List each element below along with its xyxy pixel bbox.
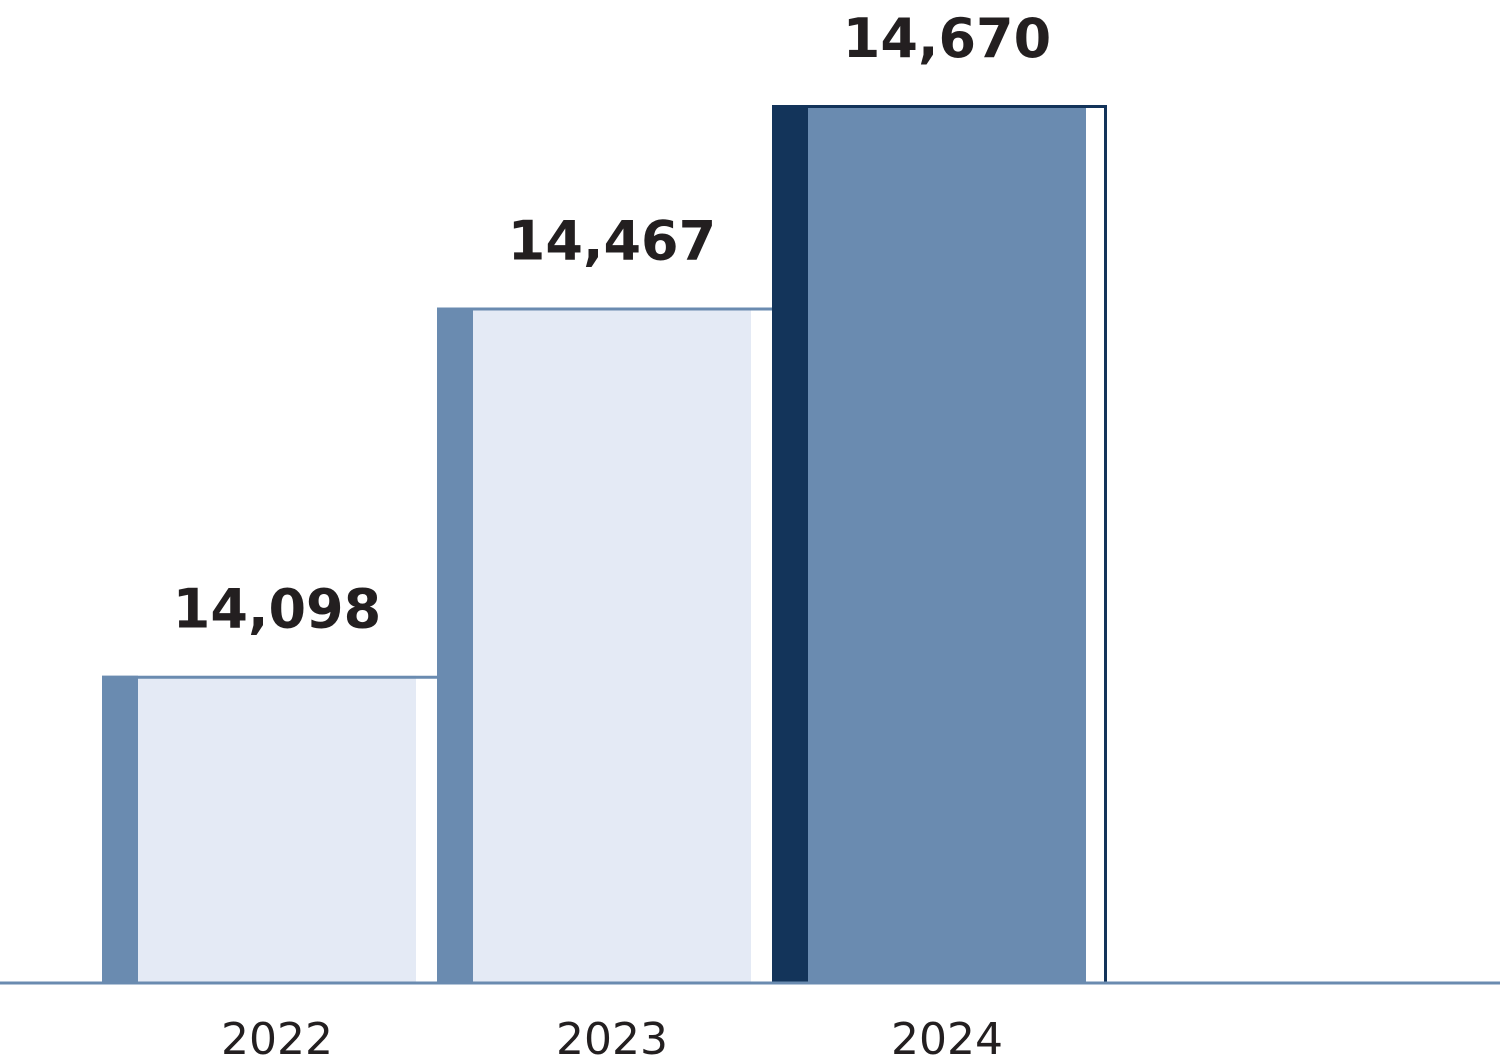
bar [138, 675, 416, 983]
value-label: 14,467 [508, 210, 716, 273]
bar-stripe [772, 105, 808, 983]
value-label: 14,670 [843, 7, 1051, 70]
x-tick-label: 2023 [556, 1014, 668, 1056]
bar-stripe [102, 675, 138, 983]
bar-stripe [437, 307, 473, 983]
x-tick-label: 2022 [221, 1014, 333, 1056]
bar [808, 105, 1086, 983]
value-label: 14,098 [173, 578, 381, 641]
x-tick-label: 2024 [891, 1014, 1003, 1056]
bar [473, 307, 751, 983]
